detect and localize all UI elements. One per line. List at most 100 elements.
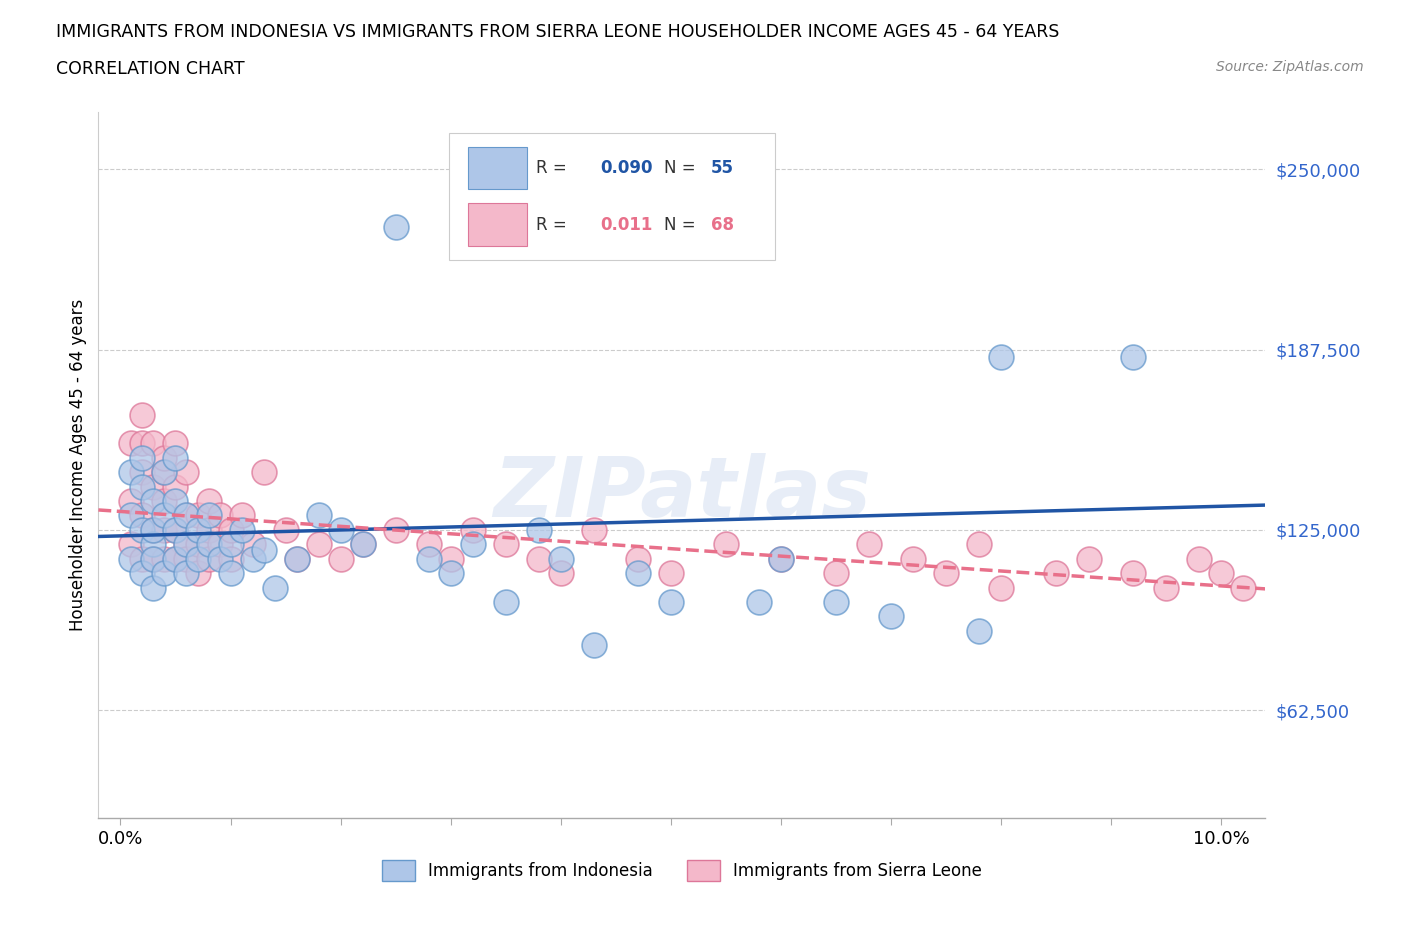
Text: 0.090: 0.090 [600,159,652,177]
Point [231,508,253,523]
Point [659,594,682,609]
Point [627,551,650,566]
Point [165,523,187,538]
Point [142,436,165,451]
Point [120,465,142,480]
Point [880,609,903,624]
Point [186,523,208,538]
Point [352,537,374,551]
Point [120,494,142,509]
Point [176,551,198,566]
Point [176,465,198,480]
FancyBboxPatch shape [449,133,775,260]
Point [165,450,187,465]
Point [384,523,406,538]
Point [197,537,219,551]
Text: R =: R = [536,159,567,177]
Point [176,508,198,523]
Point [142,580,165,595]
Text: N =: N = [665,216,696,233]
Point [131,565,153,580]
Point [176,537,198,551]
Point [329,551,352,566]
Point [219,523,242,538]
Point [495,537,517,551]
Point [186,508,208,523]
Point [1045,565,1067,580]
Text: R =: R = [536,216,567,233]
Point [252,543,274,558]
Text: 0.011: 0.011 [600,216,652,233]
Point [131,407,153,422]
Point [274,523,297,538]
Point [967,537,990,551]
Point [1122,565,1144,580]
Point [165,523,187,538]
Point [990,350,1012,365]
Point [153,523,176,538]
Point [935,565,957,580]
Point [440,565,463,580]
Point [197,551,219,566]
Point [329,523,352,538]
Point [242,551,264,566]
Point [131,465,153,480]
Point [582,638,605,653]
Text: 68: 68 [711,216,734,233]
Point [769,551,792,566]
Point [186,537,208,551]
Point [901,551,924,566]
Point [231,523,253,538]
Point [120,551,142,566]
Point [659,565,682,580]
Point [285,551,308,566]
Point [142,479,165,494]
Point [131,450,153,465]
Point [219,551,242,566]
Y-axis label: Householder Income Ages 45 - 64 years: Householder Income Ages 45 - 64 years [69,299,87,631]
Point [197,494,219,509]
Point [308,537,330,551]
Point [208,551,231,566]
Point [131,436,153,451]
Point [131,479,153,494]
Text: CORRELATION CHART: CORRELATION CHART [56,60,245,78]
Point [1211,565,1233,580]
Point [418,537,440,551]
Point [527,523,550,538]
Point [285,551,308,566]
Point [197,508,219,523]
Point [219,537,242,551]
Point [153,565,176,580]
FancyBboxPatch shape [468,204,527,246]
Point [1188,551,1211,566]
Point [461,523,484,538]
Point [263,580,285,595]
Point [550,565,572,580]
Point [1156,580,1178,595]
Point [208,537,231,551]
Point [120,508,142,523]
Point [440,551,463,566]
Point [165,479,187,494]
Point [165,436,187,451]
Point [495,594,517,609]
Point [131,551,153,566]
Point [550,551,572,566]
Point [748,594,770,609]
Point [825,594,848,609]
Point [142,523,165,538]
Point [418,551,440,566]
Point [142,523,165,538]
Point [769,551,792,566]
Point [527,551,550,566]
Point [858,537,880,551]
Point [165,551,187,566]
Point [252,465,274,480]
Point [714,219,737,234]
Point [186,565,208,580]
Point [242,537,264,551]
Point [825,565,848,580]
Point [990,580,1012,595]
Point [461,537,484,551]
